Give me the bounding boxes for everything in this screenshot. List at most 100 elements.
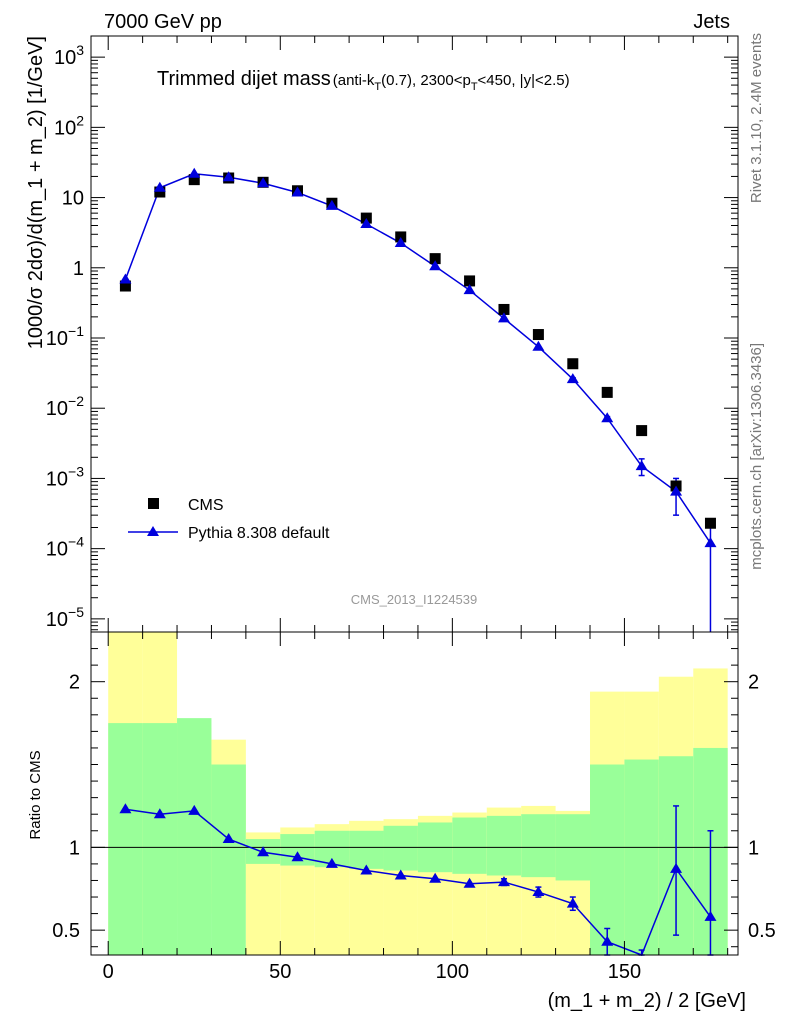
ratio-data-point: [325, 857, 338, 868]
ratio-data-point: [532, 886, 545, 897]
cms-data-point: [636, 425, 648, 437]
header-process-label: Jets: [693, 11, 730, 33]
cms-data-point: [464, 275, 476, 287]
ratio-y-tick-label-left: 1: [69, 837, 80, 859]
ratio-data-point: [257, 846, 270, 857]
pythia-data-point: [325, 199, 338, 210]
uncertainty-band-green: [349, 830, 384, 869]
main-y-tick-label: 10−2: [46, 393, 84, 420]
pythia-data-point: [222, 171, 235, 182]
x-tick-label: 150: [608, 961, 641, 983]
pythia-data-point: [429, 260, 442, 271]
cms-data-point: [188, 174, 200, 186]
cms-data-point: [395, 231, 407, 243]
pythia-data-point: [394, 237, 407, 248]
ratio-frame: [90, 631, 739, 956]
header-energy-label: 7000 GeV pp: [104, 11, 222, 33]
uncertainty-band-green: [590, 764, 625, 955]
pythia-data-point: [704, 537, 717, 548]
main-y-tick-label: 10−5: [46, 604, 84, 631]
x-tick-label: 0: [103, 961, 114, 983]
ratio-data-point: [497, 876, 510, 887]
pythia-data-point: [119, 273, 132, 284]
pythia-data-point: [566, 373, 579, 384]
uncertainty-band-green: [142, 723, 178, 955]
cms-data-point: [498, 303, 510, 315]
pythia-data-point: [670, 485, 683, 496]
uncertainty-band-green: [177, 718, 212, 955]
cms-data-point: [429, 253, 441, 265]
ratio-data-point: [429, 872, 442, 883]
pythia-data-point: [360, 218, 373, 229]
pythia-data-point: [497, 312, 510, 323]
uncertainty-band-green: [452, 817, 487, 874]
main-y-tick-label: 103: [54, 42, 84, 69]
x-tick-label: 100: [436, 961, 469, 983]
ratio-data-point: [670, 862, 683, 873]
ratio-y-tick-label-right: 2: [748, 672, 759, 694]
cms-data-point: [704, 517, 716, 529]
pythia-data-point: [153, 181, 166, 192]
ratio-data-point: [463, 877, 476, 888]
uncertainty-band-green: [521, 814, 556, 878]
ratio-y-tick-label-left: 0.5: [52, 920, 80, 942]
legend-pythia-marker: [147, 526, 159, 536]
ratio-data-point: [360, 864, 373, 875]
ratio-y-axis-label: Ratio to CMS: [27, 750, 44, 839]
mcplots-reference-label: mcplots.cern.ch [arXiv:1306.3436]: [748, 343, 765, 570]
legend-cms-marker: [148, 498, 159, 509]
ratio-y-tick-label-right: 1: [748, 837, 759, 859]
cms-data-point: [567, 358, 579, 370]
uncertainty-band-green: [211, 764, 246, 955]
legend: CMS Pythia 8.308 default: [128, 497, 330, 542]
main-y-tick-label: 10−4: [46, 534, 84, 561]
watermark: CMS_2013_I1224539: [351, 592, 478, 607]
chart-title-sub-3: (0.7), 2300<p: [381, 72, 471, 89]
main-y-tick-label: 10−1: [46, 323, 84, 350]
pythia-data-point: [291, 186, 304, 197]
chart-title-sub-4: T: [471, 81, 478, 93]
pythia-data-point: [532, 340, 545, 351]
pythia-data-point: [188, 167, 201, 178]
uncertainty-band-green: [383, 825, 418, 871]
main-frame: [90, 35, 739, 633]
rivet-version-label: Rivet 3.1.10, 2.4M events: [748, 33, 765, 203]
ratio-data-point: [153, 808, 166, 819]
main-y-tick-label: 10−3: [46, 463, 84, 490]
cms-data-point: [154, 186, 166, 198]
uncertainty-band-green: [624, 759, 659, 955]
cms-data-point: [119, 280, 131, 292]
chart-title: Trimmed dijet mass (anti-kT(0.7), 2300<pT…: [157, 68, 570, 93]
ratio-data-point: [291, 851, 304, 862]
uncertainty-band-green: [108, 723, 143, 955]
chart-title-main: Trimmed dijet mass: [157, 68, 331, 90]
x-tick-label: 50: [269, 961, 291, 983]
ratio-y-tick-label-right: 0.5: [748, 920, 776, 942]
pythia-data-point: [601, 412, 614, 423]
pythia-data-point: [463, 284, 476, 295]
ratio-data-point: [601, 935, 614, 946]
pythia-data-point: [257, 177, 270, 188]
x-axis-label: (m_1 + m_2) / 2 [GeV]: [548, 990, 746, 1012]
ratio-data-point: [566, 897, 579, 908]
ratio-y-tick-label-left: 2: [69, 672, 80, 694]
ratio-data-point: [704, 910, 717, 921]
ratio-data-point: [394, 869, 407, 880]
legend-cms-label: CMS: [188, 497, 224, 514]
chart-title-sub-1: (anti-k: [333, 72, 375, 89]
main-y-tick-label: 1: [73, 258, 84, 280]
pythia-data-point: [635, 460, 648, 471]
chart-title-sub-2: T: [374, 81, 381, 93]
ratio-data-point: [188, 804, 201, 815]
ratio-panel: 0.5 0.5 1 1 2 2 0 50 100 150 Ratio to CMS (m_1 +…: [27, 631, 776, 1012]
ratio-data-point: [222, 833, 235, 844]
pythia-series-line: [124, 173, 712, 544]
main-y-axis-label: 1000/σ 2dσ)/d(m_1 + m_2) [1/GeV]: [25, 36, 47, 349]
cms-data-point: [532, 329, 544, 341]
main-y-tick-label: 10: [62, 188, 84, 210]
ratio-data-point: [119, 803, 132, 814]
ratio-series-line: [125, 808, 712, 956]
legend-pythia-label: Pythia 8.308 default: [188, 525, 330, 542]
